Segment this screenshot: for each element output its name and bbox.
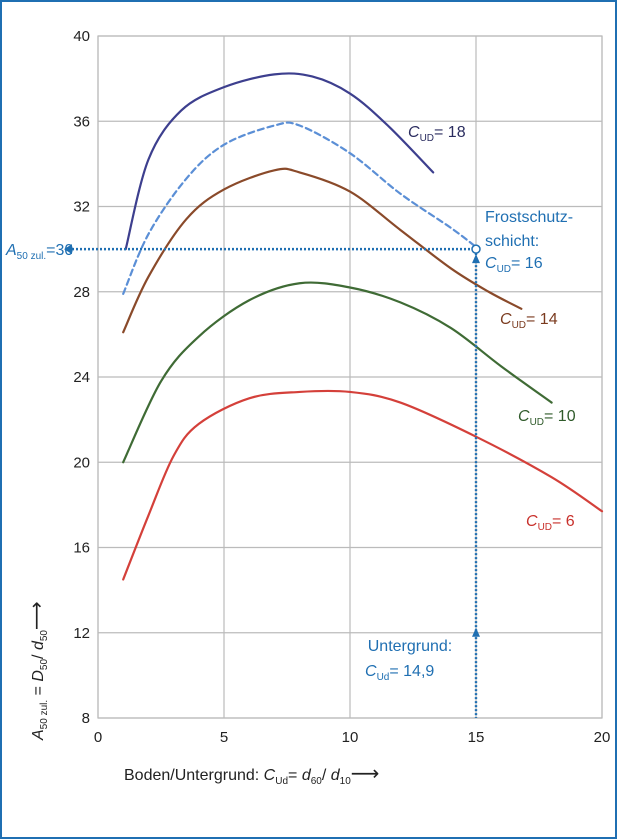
untergrund-title: Untergrund: [368,638,453,655]
annotations: A50 zul.=30 Frostschutz-schicht: CUD= 16 Un… [5,124,576,718]
tick-labels: 0 5 10 15 20 8 12 16 20 24 28 32 36 40 [73,28,610,746]
x-axis-label-prefix: Boden/Untergrund: [124,767,264,784]
a50-arrowhead [64,244,72,255]
x-tick-label: 15 [468,729,485,746]
x-tick-label: 5 [220,729,228,746]
x-tick-label: 20 [594,729,611,746]
untergrund-value: CUd= 14,9 [365,663,434,683]
label-cud-10: CUD= 10 [518,408,576,428]
y-tick-label: 16 [73,540,90,557]
marker-arrowhead-up [472,254,480,264]
x-tick-label: 0 [94,729,102,746]
a50-label: A50 zul.=30 [5,242,73,262]
label-cud-6: CUD= 6 [526,513,575,533]
grid [97,35,603,719]
series-line-1 [122,121,478,295]
series-line-3 [122,281,553,464]
series-group [122,72,604,581]
y-tick-label: 32 [73,199,90,216]
series-line-4 [122,389,604,581]
frost-title-2: schicht: [485,233,539,250]
series-line-2 [122,167,523,334]
marker-arrowhead-bottom [472,627,480,637]
x-tick-label: 10 [342,729,359,746]
y-tick-label: 28 [73,284,90,301]
y-axis-label: A50 zul. = D50/ d50⟶ [26,601,50,741]
y-tick-label: 24 [73,369,90,386]
label-cud-14: CUD= 14 [500,311,558,331]
frost-value: CUD= 16 [485,255,543,275]
y-tick-label: 12 [73,625,90,642]
marker-circle [471,244,481,254]
label-cud-18: CUD= 18 [408,124,466,144]
y-tick-label: 8 [82,710,90,727]
y-tick-label: 20 [73,454,90,471]
y-tick-label: 36 [73,113,90,130]
frost-title-1: Frostschutz- [485,209,573,226]
x-axis-label: Boden/Untergrund: CUd= d60/ d10⟶ [124,763,379,787]
y-tick-label: 40 [73,28,90,45]
series-line-0 [124,72,435,251]
